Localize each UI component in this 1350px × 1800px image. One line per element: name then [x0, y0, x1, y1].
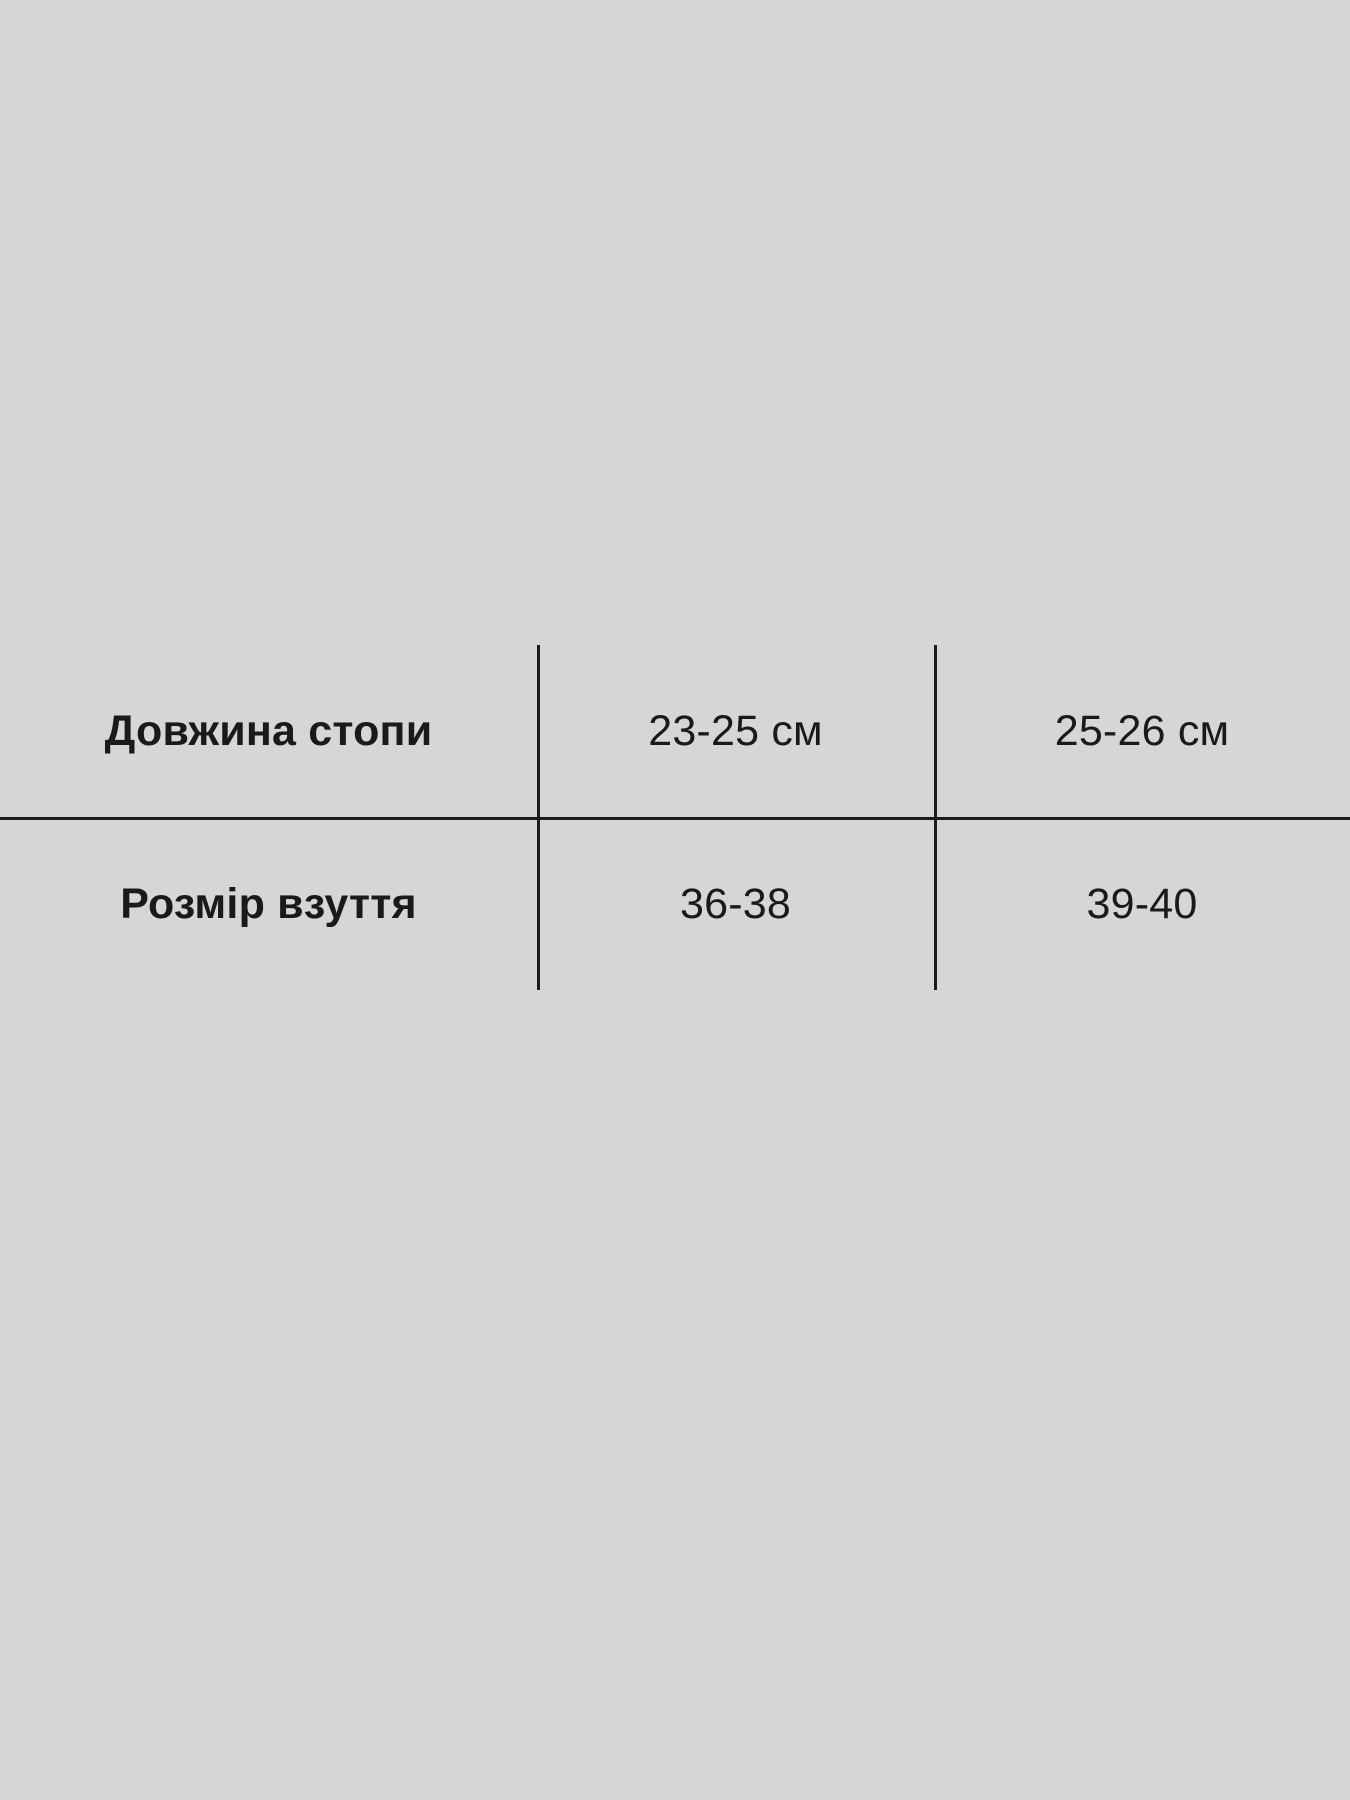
cell-shoe-size-col2: 39-40 — [1086, 879, 1198, 928]
cell-shoe-size-col1: 36-38 — [680, 879, 791, 928]
size-table: Довжина стопи 23-25 см 25-26 см Розмір в… — [0, 645, 1350, 990]
table-row: Розмір взуття 36-38 39-40 — [0, 818, 1350, 990]
table-row: Довжина стопи 23-25 см 25-26 см — [0, 645, 1350, 817]
row-divider — [0, 817, 1350, 820]
row-header-foot-length: Довжина стопи — [104, 706, 433, 755]
cell-foot-length-col1: 23-25 см — [648, 706, 823, 755]
cell-foot-length-col2: 25-26 см — [1054, 706, 1230, 755]
row-header-shoe-size: Розмір взуття — [120, 879, 417, 928]
